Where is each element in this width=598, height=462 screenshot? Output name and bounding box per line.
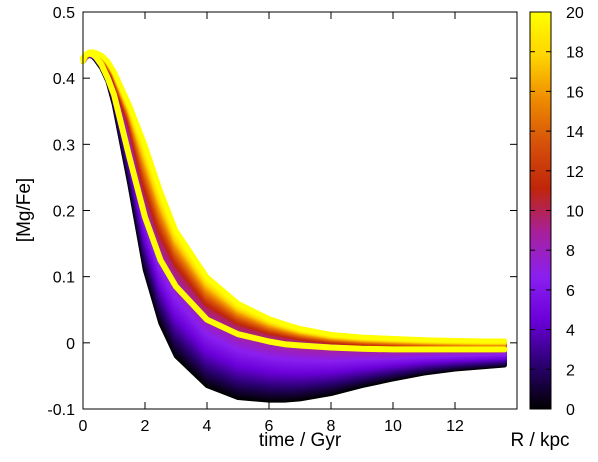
colorbar-tick-label: 18 (566, 45, 584, 62)
x-tick-label: 10 (384, 418, 402, 435)
colorbar-tick-label: 20 (566, 5, 584, 22)
colorbar-tick-label: 4 (566, 323, 575, 340)
colorbar-tick-label: 14 (566, 124, 584, 141)
colorbar-ticks: 0 2 4 6 8 10 12 14 16 18 20 (530, 5, 584, 419)
colorbar-tick-label: 6 (566, 283, 575, 300)
y-tick-label: 0.4 (53, 71, 75, 88)
colorbar-tick-label: 8 (566, 243, 575, 260)
colorbar-tick-label: 2 (566, 362, 575, 379)
y-tick-label: 0 (66, 336, 75, 353)
x-axis-ticks: 0 2 4 6 8 10 12 (79, 12, 464, 435)
x-tick-label: 0 (79, 418, 88, 435)
y-axis-label: [Mg/Fe] (14, 178, 35, 242)
y-tick-label: 0.5 (53, 5, 75, 22)
y-tick-label: 0.2 (53, 204, 75, 221)
y-tick-label: 0.1 (53, 270, 75, 287)
colorbar-tick-label: 12 (566, 164, 584, 181)
y-tick-label: -0.1 (47, 402, 75, 419)
x-tick-label: 8 (327, 418, 336, 435)
y-axis-ticks: -0.1 0 0.1 0.2 0.3 0.4 0.5 (47, 5, 517, 419)
x-tick-label: 4 (203, 418, 212, 435)
x-axis-label: time / Gyr (259, 430, 342, 451)
colorbar-tick-label: 10 (566, 204, 584, 221)
plot-area: 0 2 4 6 8 10 12 -0.100.10.20.30.40.5 (47, 5, 518, 435)
colorbar-label: R / kpc (510, 430, 569, 451)
x-tick-label: 6 (265, 418, 274, 435)
colorbar: 0 2 4 6 8 10 12 14 16 18 20 R / kpc (510, 5, 583, 451)
highlight-series (80, 50, 508, 353)
x-tick-label: 2 (141, 418, 150, 435)
colorbar-tick-label: 0 (566, 402, 575, 419)
series-line (80, 49, 507, 344)
series-line (80, 51, 507, 349)
highlight-line (80, 50, 508, 353)
x-tick-label: 12 (446, 418, 464, 435)
y-tick-label: 0.3 (53, 137, 75, 154)
colorbar-tick-label: 16 (566, 84, 584, 101)
